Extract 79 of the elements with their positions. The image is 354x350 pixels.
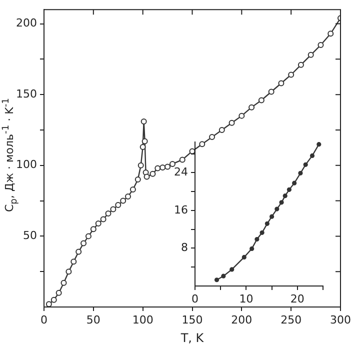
point: [248, 104, 255, 110]
point: [298, 170, 303, 176]
point: [66, 268, 72, 275]
x-tick-label: 20: [290, 292, 304, 306]
point: [228, 120, 235, 126]
point: [298, 62, 304, 68]
point: [230, 267, 234, 272]
point: [308, 52, 314, 58]
point: [142, 138, 148, 144]
point: [254, 236, 260, 242]
point: [76, 248, 82, 255]
x-tick-label: 0: [40, 313, 48, 326]
point: [316, 142, 322, 147]
point: [274, 206, 280, 212]
point: [120, 198, 126, 204]
point: [282, 194, 288, 198]
point: [260, 230, 264, 235]
point: [150, 170, 156, 177]
point: [238, 112, 245, 119]
point: [250, 246, 254, 251]
point: [310, 153, 315, 158]
point: [80, 240, 87, 246]
y-tick-label: 8: [181, 241, 188, 254]
point: [134, 176, 141, 183]
point: [258, 97, 264, 104]
point: [199, 141, 206, 148]
point: [288, 72, 294, 78]
y-tick-label: 16: [174, 203, 188, 216]
point: [100, 216, 106, 222]
y-tick-label: 200: [16, 16, 37, 30]
point: [242, 254, 246, 260]
y-tick-label: 150: [16, 87, 37, 100]
x-tick-label: 10: [239, 292, 254, 306]
x-tick-label: 0: [192, 292, 198, 306]
point: [85, 233, 92, 240]
point: [214, 278, 220, 282]
point: [268, 88, 274, 95]
x-axis-title: T, K: [180, 330, 205, 345]
point: [70, 258, 77, 265]
point: [110, 206, 116, 212]
point: [218, 126, 225, 133]
y-tick-label: 50: [23, 229, 37, 242]
x-tick-label: 300: [330, 313, 351, 326]
point: [279, 200, 284, 205]
x-tick-label: 100: [132, 313, 154, 326]
point: [115, 202, 122, 208]
point: [179, 156, 186, 163]
point: [286, 187, 292, 192]
point: [221, 274, 226, 278]
point: [140, 118, 147, 124]
point: [209, 134, 216, 140]
x-tick-label: 50: [86, 313, 100, 326]
point: [154, 165, 161, 172]
point: [56, 290, 62, 296]
x-tick-label: 200: [231, 313, 252, 326]
point: [105, 210, 112, 217]
y-tick-label: 100: [16, 158, 37, 172]
point: [318, 42, 324, 48]
point: [264, 221, 270, 226]
point: [292, 180, 297, 186]
point: [95, 220, 102, 226]
point: [140, 144, 146, 150]
point: [270, 214, 274, 219]
point: [125, 194, 132, 200]
point: [60, 280, 67, 286]
point: [46, 301, 52, 307]
y-tick-label: 24: [174, 166, 188, 179]
point: [130, 186, 136, 192]
point: [169, 160, 176, 167]
point: [90, 226, 96, 232]
point: [160, 164, 166, 171]
point: [138, 162, 144, 168]
point: [144, 174, 150, 180]
point: [50, 296, 57, 303]
x-tick-label: 250: [280, 313, 302, 326]
point: [278, 80, 284, 86]
point: [303, 162, 308, 167]
point: [328, 30, 334, 37]
point: [164, 164, 171, 170]
